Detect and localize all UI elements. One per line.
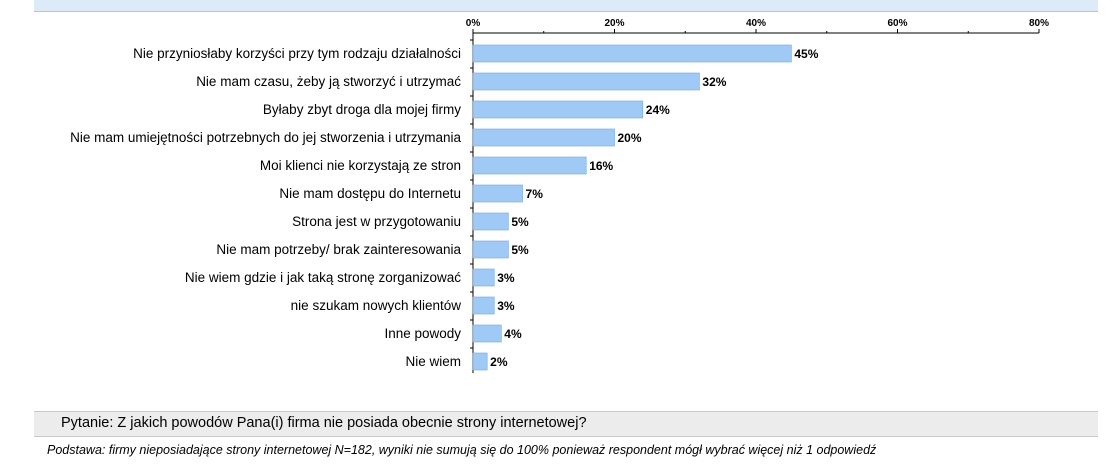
- category-label: Inne powody: [384, 326, 461, 341]
- base-note: Podstawa: firmy nieposiadające strony in…: [47, 443, 877, 457]
- category-label: Nie wiem: [405, 354, 461, 369]
- data-label: 32%: [702, 75, 726, 89]
- bar: [472, 100, 644, 119]
- category-label: Nie mam czasu, żeby ją stworzyć i utrzym…: [196, 74, 461, 89]
- data-label: 24%: [646, 103, 670, 117]
- bar: [472, 212, 509, 231]
- bar: [472, 352, 488, 371]
- bar: [472, 128, 615, 147]
- question-text: Pytanie: Z jakich powodów Pana(i) firma …: [61, 415, 587, 431]
- bar: [472, 268, 495, 287]
- header-band: [34, 0, 1098, 12]
- data-label: 7%: [526, 187, 544, 201]
- category-label: Strona jest w przygotowaniu: [292, 214, 461, 229]
- bar: [472, 324, 502, 343]
- question-box: Pytanie: Z jakich powodów Pana(i) firma …: [34, 411, 1098, 437]
- data-label: 3%: [497, 271, 515, 285]
- x-tick-label: 60%: [887, 18, 907, 29]
- data-label: 4%: [504, 327, 522, 341]
- bar: [472, 44, 792, 63]
- data-label: 45%: [794, 47, 818, 61]
- bar-chart: 0% 20% 40% 60% 80% Nie przyniosłaby korzyści …: [70, 18, 1049, 373]
- x-tick-label: 80%: [1029, 18, 1049, 29]
- category-label: Nie mam umiejętności potrzebnych do jej …: [70, 130, 461, 145]
- x-tick-label: 40%: [746, 18, 766, 29]
- bar: [472, 156, 587, 175]
- category-label: Nie wiem gdzie i jak taką stronę zorgani…: [185, 270, 461, 285]
- category-label: Nie mam dostępu do Internetu: [279, 186, 461, 201]
- category-label: Moi klienci nie korzystają ze stron: [260, 158, 461, 173]
- x-tick-label: 20%: [604, 18, 624, 29]
- x-tick-label: 0%: [466, 18, 481, 29]
- data-label: 5%: [511, 215, 529, 229]
- category-label: Byłaby zbyt droga dla mojej firmy: [263, 102, 461, 117]
- data-label: 2%: [490, 355, 508, 369]
- data-label: 3%: [497, 299, 515, 313]
- bar: [472, 296, 495, 315]
- data-label: 5%: [511, 243, 529, 257]
- bar: [472, 184, 523, 203]
- bar: [472, 72, 700, 91]
- data-label: 20%: [618, 131, 642, 145]
- data-label: 16%: [589, 159, 613, 173]
- category-label: Nie mam potrzeby/ brak zainteresowania: [216, 242, 461, 257]
- category-label: nie szukam nowych klientów: [291, 298, 462, 313]
- bar: [472, 240, 509, 259]
- category-label: Nie przyniosłaby korzyści przy tym rodza…: [133, 46, 461, 61]
